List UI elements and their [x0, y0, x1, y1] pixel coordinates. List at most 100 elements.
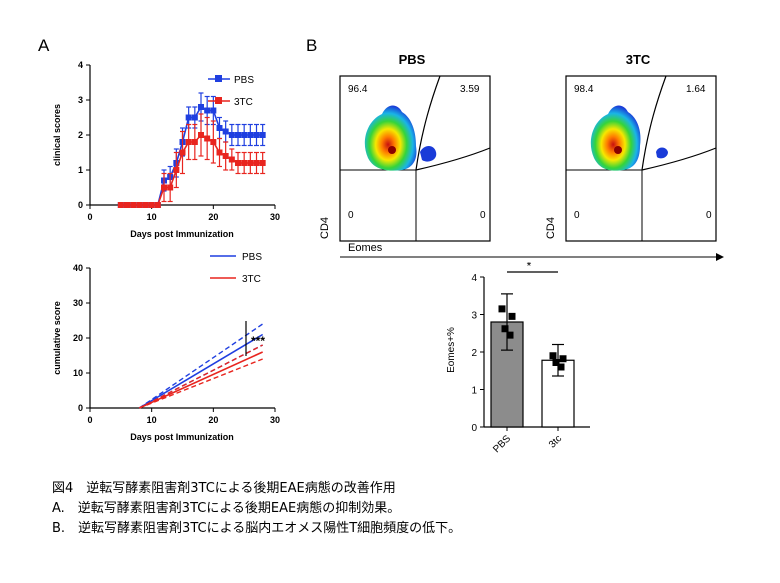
y-tick-label: 10: [73, 368, 83, 378]
data-point-3tc: [228, 156, 235, 163]
data-point-3tc: [148, 202, 155, 208]
x-tick-label: 20: [208, 212, 218, 222]
flow-gate-curve-pbs: [415, 147, 491, 171]
x-tick-label: 3tc: [547, 433, 564, 450]
significance-label: ***: [251, 334, 265, 348]
flow-title-3tc: 3TC: [626, 52, 651, 67]
flow-density-3tc: [590, 105, 641, 171]
data-point-3tc: [259, 160, 266, 166]
data-point-3tc: [210, 139, 217, 145]
flow-q-lr-3tc: 0: [706, 210, 712, 221]
legend-pbs-label: PBS: [234, 75, 254, 86]
legend-pbs-marker: [215, 75, 222, 82]
data-point-3tc: [142, 202, 149, 208]
flow-density-small-3tc: [656, 147, 668, 159]
x-tick-label: 10: [147, 212, 157, 222]
data-point-3tc: [241, 160, 248, 166]
panel-a-label: A: [38, 36, 50, 55]
data-point-3tc: [191, 139, 198, 145]
y-tick-label: 2: [471, 348, 477, 359]
y-tick-label: 0: [78, 403, 83, 413]
y-tick-label: 1: [78, 165, 83, 175]
eomes-bar-chart: 0 1 2 3 4 PBS 3tc Eomes+% *: [446, 262, 590, 455]
flow-ylabel-pbs: CD4: [320, 217, 331, 239]
y-tick-label: 2: [78, 130, 83, 140]
flow-q-ul-3tc: 98.4: [574, 84, 594, 95]
data-point-3tc: [235, 160, 241, 166]
data-point-pbs: [191, 114, 198, 121]
x-tick-label: 0: [87, 415, 92, 425]
figure-caption-title: 図4 逆転写酵素阻害剤3TCによる後期EAE病態の改善作用: [52, 481, 396, 496]
bar-point-pbs: [501, 325, 509, 333]
legend-3tc-label: 3TC: [234, 97, 253, 108]
y-tick-label: 20: [73, 333, 83, 343]
flow-density-pbs: [364, 105, 417, 171]
clinical-score-chart: 0 1 2 3 4 0 10 20 30 clinical scores Days post …: [52, 60, 280, 239]
flow-gate-curve-3tc: [641, 147, 717, 171]
flow-density-core-3tc: [614, 146, 622, 154]
cumulative-ylabel: cumulative score: [52, 301, 62, 375]
y-tick-label: 30: [73, 298, 83, 308]
y-tick-label: 1: [471, 386, 477, 397]
legend-3tc-marker: [215, 97, 222, 104]
y-tick-label: 40: [73, 263, 83, 273]
data-point-3tc: [253, 160, 260, 166]
flow-plot-3tc: 3TC 98.4 1.64 0 0 CD4: [545, 52, 717, 242]
series-line-pbs: [120, 105, 263, 206]
x-tick-label: PBS: [491, 433, 513, 455]
data-point-pbs: [241, 132, 248, 138]
series-line-3tc: [120, 133, 263, 206]
flow-density-small-pbs: [420, 146, 437, 162]
data-point-3tc: [204, 135, 211, 142]
bar-point-3tc: [549, 352, 557, 360]
data-point-3tc: [222, 153, 229, 159]
panel-b-label: B: [306, 36, 318, 55]
y-tick-label: 3: [471, 311, 477, 322]
data-point-3tc: [124, 202, 130, 208]
bar-significance-label: *: [527, 262, 532, 273]
data-point-3tc: [161, 184, 167, 191]
flow-plot-pbs: PBS 96.4 3.59 0 0 CD4: [320, 52, 491, 242]
figure-caption-a: A. 逆転写酵素阻害剤3TCによる後期EAE病態の抑制効果。: [52, 501, 401, 516]
data-point-pbs: [222, 128, 229, 135]
regression-line-pbs: [138, 333, 264, 409]
legend-pbs-label: PBS: [242, 252, 262, 263]
x-tick-label: 30: [270, 212, 280, 222]
data-point-3tc: [167, 184, 174, 191]
legend-3tc-label: 3TC: [242, 274, 261, 285]
flow-ylabel-3tc: CD4: [545, 217, 557, 239]
data-point-pbs: [210, 107, 217, 114]
flow-q-lr-pbs: 0: [480, 210, 486, 221]
flow-gate-diag-3tc: [641, 75, 667, 171]
bar-point-pbs: [506, 331, 514, 339]
eomes-arrow-head: [716, 253, 724, 261]
y-tick-label: 0: [471, 423, 477, 434]
clinical-ylabel: clinical scores: [52, 104, 62, 166]
data-point-3tc: [216, 149, 223, 156]
data-point-3tc: [117, 202, 124, 208]
bar-point-pbs: [498, 305, 506, 313]
flow-xlabel: Eomes: [348, 242, 383, 254]
x-tick-label: 0: [87, 212, 92, 222]
flow-q-ll-pbs: 0: [348, 210, 354, 221]
y-tick-label: 3: [78, 95, 83, 105]
ci-lower-3tc: [139, 358, 263, 409]
y-tick-label: 4: [471, 273, 477, 284]
bar-point-pbs: [508, 312, 516, 320]
flow-q-ll-3tc: 0: [574, 210, 580, 221]
flow-q-ur-3tc: 1.64: [686, 84, 706, 95]
data-point-pbs: [204, 107, 211, 114]
data-point-pbs: [198, 104, 204, 110]
ci-upper-pbs: [138, 323, 264, 409]
data-point-pbs: [228, 132, 235, 138]
x-tick-label: 10: [147, 415, 157, 425]
bar-point-3tc: [559, 355, 567, 363]
flow-title-pbs: PBS: [399, 52, 426, 67]
data-point-pbs: [247, 132, 254, 138]
data-point-3tc: [130, 202, 137, 208]
data-point-3tc: [173, 167, 180, 173]
clinical-xlabel: Days post Immunization: [130, 229, 234, 239]
data-point-pbs: [235, 132, 241, 138]
data-point-3tc: [179, 149, 186, 156]
regression-line-3tc: [139, 351, 263, 409]
